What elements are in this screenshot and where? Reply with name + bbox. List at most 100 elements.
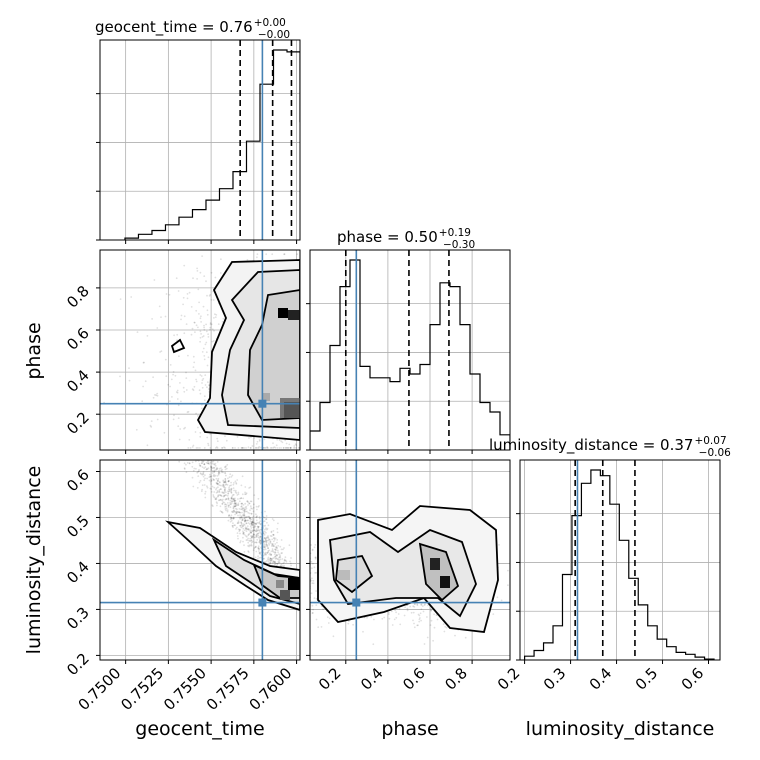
sample-point bbox=[139, 377, 141, 379]
sample-point bbox=[237, 504, 239, 506]
sample-point bbox=[201, 351, 204, 353]
sample-point bbox=[265, 531, 267, 534]
sample-point bbox=[120, 368, 122, 370]
sample-point bbox=[224, 471, 226, 474]
sample-point bbox=[194, 431, 197, 433]
sample-point bbox=[131, 360, 133, 362]
sample-point bbox=[198, 301, 201, 304]
sample-point bbox=[269, 563, 271, 565]
sample-point bbox=[196, 451, 198, 453]
sample-point bbox=[178, 436, 180, 438]
sample-point bbox=[243, 524, 246, 526]
sample-point bbox=[207, 458, 209, 460]
sample-point bbox=[175, 437, 177, 439]
sample-point bbox=[414, 603, 416, 606]
sample-point bbox=[149, 424, 152, 427]
sample-point bbox=[210, 467, 213, 470]
sample-point bbox=[253, 541, 256, 544]
ylabel-luminosity-distance: luminosity_distance bbox=[23, 466, 45, 655]
sample-point bbox=[237, 522, 239, 524]
sample-point bbox=[256, 525, 259, 528]
sample-point bbox=[258, 516, 261, 518]
sample-point bbox=[347, 620, 350, 623]
sample-point bbox=[163, 417, 165, 419]
sample-point bbox=[445, 626, 448, 629]
sample-point bbox=[183, 315, 186, 318]
sample-point bbox=[148, 399, 150, 401]
sample-point bbox=[245, 528, 248, 531]
y-tick-label: 0.3 bbox=[63, 604, 93, 634]
sample-point bbox=[199, 465, 202, 467]
y-tick-label: 0.6 bbox=[63, 324, 93, 354]
sample-point bbox=[207, 336, 210, 338]
sample-point bbox=[202, 475, 205, 478]
sample-point bbox=[239, 540, 242, 542]
sample-point bbox=[217, 472, 220, 475]
sample-point bbox=[242, 530, 244, 533]
sample-point bbox=[211, 460, 214, 463]
sample-point bbox=[209, 475, 212, 478]
sample-point bbox=[205, 351, 208, 354]
sample-point bbox=[250, 531, 253, 534]
sample-point bbox=[276, 562, 279, 565]
sample-point bbox=[154, 394, 156, 396]
sample-point bbox=[234, 491, 237, 493]
sample-point bbox=[194, 434, 196, 436]
sample-point bbox=[252, 506, 255, 509]
sample-point bbox=[239, 532, 241, 535]
sample-point bbox=[388, 611, 390, 614]
panel-0-0 bbox=[100, 40, 300, 240]
sample-point bbox=[253, 523, 256, 525]
sample-point bbox=[268, 538, 270, 541]
sample-point bbox=[208, 463, 210, 465]
sample-point bbox=[224, 478, 227, 480]
sample-point bbox=[253, 533, 255, 536]
sample-point bbox=[263, 540, 265, 543]
sample-point bbox=[204, 474, 206, 476]
contour-line bbox=[170, 338, 186, 354]
sample-point bbox=[311, 604, 314, 607]
sample-point bbox=[224, 480, 227, 482]
sample-point bbox=[253, 533, 255, 536]
sample-point bbox=[205, 280, 207, 283]
sample-point bbox=[232, 509, 235, 512]
sample-point bbox=[231, 498, 234, 501]
sample-point bbox=[249, 531, 252, 534]
sample-point bbox=[255, 528, 258, 530]
sample-point bbox=[242, 527, 245, 530]
sample-point bbox=[245, 539, 248, 541]
sample-point bbox=[233, 500, 236, 503]
sample-point bbox=[191, 327, 194, 330]
sample-point bbox=[176, 333, 179, 336]
sample-point bbox=[216, 437, 219, 440]
sample-point bbox=[383, 616, 386, 619]
sample-point bbox=[197, 450, 199, 452]
sample-point bbox=[264, 561, 267, 564]
sample-point bbox=[245, 510, 247, 513]
sample-point bbox=[177, 417, 180, 419]
sample-point bbox=[193, 432, 195, 434]
sample-point bbox=[210, 488, 213, 490]
sample-point bbox=[226, 494, 229, 497]
sample-point bbox=[210, 483, 212, 485]
sample-point bbox=[285, 561, 288, 563]
sample-point bbox=[241, 447, 244, 449]
sample-point bbox=[120, 333, 122, 335]
sample-point bbox=[227, 490, 229, 493]
sample-point bbox=[172, 371, 175, 373]
sample-point bbox=[257, 497, 260, 500]
sample-point bbox=[258, 538, 261, 541]
sample-point bbox=[165, 384, 167, 386]
sample-point bbox=[185, 323, 188, 325]
sample-point bbox=[172, 411, 174, 413]
sample-point bbox=[200, 473, 203, 475]
sample-point bbox=[194, 452, 196, 454]
sample-point bbox=[257, 534, 260, 537]
sample-point bbox=[263, 520, 266, 522]
sample-point bbox=[224, 435, 226, 437]
sample-point bbox=[213, 475, 216, 478]
sample-point bbox=[243, 508, 246, 511]
sample-point bbox=[255, 536, 258, 538]
sample-point bbox=[251, 517, 254, 520]
sample-point bbox=[210, 271, 213, 274]
